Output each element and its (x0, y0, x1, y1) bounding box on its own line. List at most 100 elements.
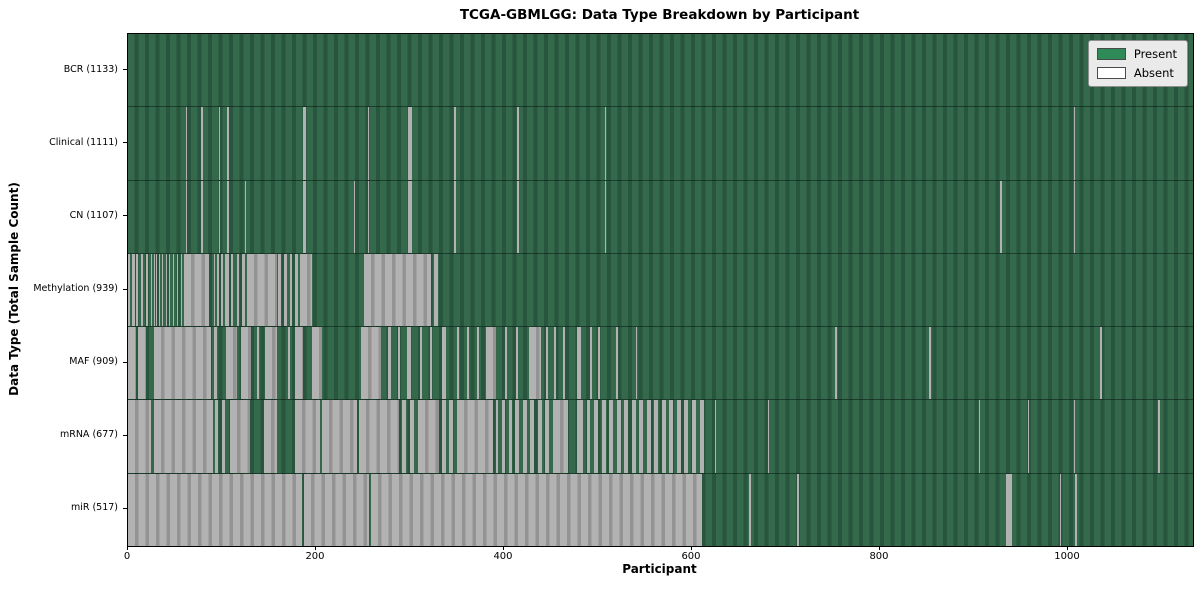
absent-segment (661, 400, 666, 473)
absent-segment (646, 400, 651, 473)
absent-segment (749, 473, 752, 546)
absent-segment (408, 180, 412, 253)
absent-segment (522, 400, 527, 473)
chart-title: TCGA-GBMLGG: Data Type Breakdown by Part… (459, 7, 860, 23)
absent-segment (454, 107, 457, 180)
absent-segment (441, 400, 446, 473)
absent-segment (154, 253, 156, 327)
absent-segment (173, 253, 175, 327)
absent-segment (367, 180, 369, 253)
absent-segment (180, 253, 182, 327)
legend-entry-absent: Absent (1096, 66, 1177, 80)
absent-segment (128, 400, 152, 473)
absent-segment (676, 400, 681, 473)
absent-segment (321, 400, 358, 473)
row-mRNA (128, 399, 1193, 473)
absent-segment (454, 180, 457, 253)
absent-segment (1005, 473, 1012, 546)
absent-segment (176, 253, 178, 327)
absent-segment (151, 253, 153, 327)
absent-segment (169, 253, 171, 327)
absent-segment (517, 180, 520, 253)
absent-segment (616, 400, 621, 473)
row-MAF (128, 326, 1193, 400)
absent-segment (186, 107, 188, 180)
absent-segment (226, 180, 229, 253)
xtick-mark (314, 546, 316, 550)
ytick-label-Clinical: Clinical (1111) (49, 136, 118, 148)
absent-segment (159, 253, 160, 327)
absent-segment (834, 327, 837, 400)
absent-segment (515, 400, 520, 473)
absent-segment (219, 180, 221, 253)
absent-segment (214, 253, 216, 327)
absent-segment (138, 327, 146, 400)
legend-entry-present: Present (1096, 47, 1177, 61)
absent-segment (359, 400, 399, 473)
absent-segment (476, 327, 479, 400)
absent-segment (154, 400, 213, 473)
absent-segment (128, 327, 136, 400)
absent-segment (226, 107, 229, 180)
absent-segment (604, 107, 607, 180)
absent-segment (287, 327, 290, 400)
absent-segment (486, 327, 496, 400)
ytick-mark (123, 215, 127, 217)
legend-absent-label: Absent (1133, 66, 1174, 80)
xtick-label-1000: 1000 (1054, 551, 1080, 562)
absent-segment (631, 400, 636, 473)
ytick-label-miR: miR (517) (70, 502, 118, 514)
absent-segment (635, 327, 638, 400)
absent-segment (601, 400, 606, 473)
absent-segment (241, 253, 245, 327)
absent-segment (530, 400, 535, 473)
absent-segment (456, 327, 459, 400)
absent-segment (654, 400, 659, 473)
ytick-label-CN: CN (1107) (69, 209, 118, 221)
absent-segment (586, 400, 591, 473)
xtick-mark (1066, 546, 1068, 550)
ytick-mark (123, 361, 127, 363)
absent-segment (224, 253, 229, 327)
absent-segment (237, 253, 239, 327)
xtick-label-600: 600 (681, 551, 701, 562)
absent-segment (289, 253, 293, 327)
absent-segment (545, 400, 550, 473)
xtick-label-0: 0 (123, 551, 131, 562)
absent-segment (303, 473, 369, 546)
absent-segment (669, 400, 674, 473)
absent-segment (217, 253, 220, 327)
absent-segment (221, 253, 223, 327)
absent-segment (563, 327, 566, 400)
absent-segment (1059, 473, 1062, 546)
ytick-label-BCR: BCR (1133) (63, 63, 118, 75)
absent-segment (577, 327, 582, 400)
absent-segment (797, 473, 800, 546)
absent-segment (186, 180, 188, 253)
absent-segment (367, 107, 369, 180)
absent-segment (128, 253, 130, 327)
absent-segment (265, 327, 277, 400)
absent-segment (145, 253, 148, 327)
absent-segment (219, 107, 221, 180)
heatmap-rows (128, 34, 1193, 546)
absent-segment (441, 327, 446, 400)
absent-segment (225, 327, 238, 400)
absent-segment (495, 400, 499, 473)
absent-segment (300, 253, 313, 327)
absent-segment (604, 180, 607, 253)
absent-segment (691, 400, 696, 473)
absent-segment (590, 327, 593, 400)
absent-segment (397, 327, 400, 400)
absent-segment (312, 327, 322, 400)
absent-segment (714, 400, 717, 473)
legend-absent-swatch (1096, 67, 1126, 79)
absent-segment (928, 327, 931, 400)
absent-segment (221, 400, 225, 473)
absent-segment (508, 400, 512, 473)
ytick-mark (123, 142, 127, 144)
absent-segment (597, 327, 600, 400)
absent-segment (407, 327, 411, 400)
absent-segment (245, 180, 247, 253)
